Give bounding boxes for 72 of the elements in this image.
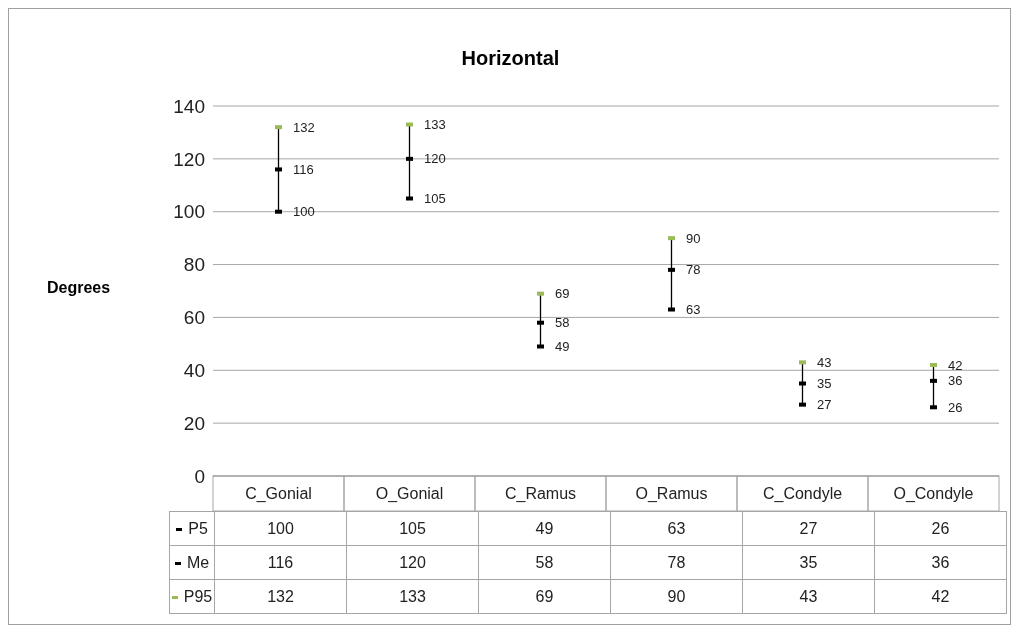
text: 69 xyxy=(555,286,570,302)
point xyxy=(275,125,282,130)
text: 35 xyxy=(817,376,832,392)
x-tick-label: O_Gonial xyxy=(375,485,444,503)
data-label: 35 xyxy=(742,545,875,580)
y-axis-title: Degrees xyxy=(47,279,111,297)
x-tick-label: C_Gonial xyxy=(245,485,312,503)
text: 27 xyxy=(817,397,832,413)
data-label: 26 xyxy=(874,511,1007,546)
point xyxy=(799,381,806,386)
text: 58 xyxy=(555,315,570,331)
data-label: 132 xyxy=(214,579,347,614)
text: 90 xyxy=(686,230,701,246)
data-label: 27 xyxy=(742,511,875,546)
data-label: 100 xyxy=(214,511,347,546)
data-label: 63 xyxy=(610,511,743,546)
text: 43 xyxy=(817,354,832,370)
text: 42 xyxy=(948,357,963,373)
data-label: 58 xyxy=(478,545,611,580)
data-label: 120 xyxy=(346,545,479,580)
data-label: 49 xyxy=(478,511,611,546)
point xyxy=(406,156,413,161)
data-label: 78 xyxy=(610,545,743,580)
text: 78 xyxy=(686,262,701,278)
point xyxy=(799,402,806,407)
data-label: 36 xyxy=(874,545,1007,580)
data-label: 116 xyxy=(214,545,347,580)
text: 132 xyxy=(293,119,315,135)
text: 105 xyxy=(424,191,446,207)
chart-title: Horizontal xyxy=(460,47,561,70)
point xyxy=(406,196,413,201)
y-tick-label: 20 xyxy=(183,412,205,434)
text: 116 xyxy=(293,162,314,178)
text: 49 xyxy=(555,339,570,355)
point xyxy=(537,291,544,296)
y-tick-label: 120 xyxy=(173,148,205,170)
data-label: 69 xyxy=(478,579,611,614)
text: 36 xyxy=(948,373,963,389)
text: 100 xyxy=(293,204,315,220)
y-tick-label: 60 xyxy=(183,307,205,329)
y-tick-label: 140 xyxy=(173,95,205,117)
text: 133 xyxy=(424,117,446,133)
legend-label: P95 xyxy=(169,579,215,614)
point xyxy=(275,167,282,172)
x-tick-label: O_Condyle xyxy=(893,485,974,503)
point xyxy=(668,307,675,312)
x-tick-label: C_Condyle xyxy=(762,485,843,503)
x-tick-label: C_Ramus xyxy=(504,485,577,503)
data-label: 133 xyxy=(346,579,479,614)
point xyxy=(406,122,413,127)
point xyxy=(275,209,282,214)
text: 63 xyxy=(686,302,701,318)
data-label: 42 xyxy=(874,579,1007,614)
data-label: 105 xyxy=(346,511,479,546)
point xyxy=(930,378,937,383)
text: 120 xyxy=(424,151,446,167)
point xyxy=(668,267,675,272)
point xyxy=(930,405,937,410)
y-tick-label: 40 xyxy=(183,360,205,382)
y-tick-label: 0 xyxy=(194,465,205,487)
data-label: 43 xyxy=(742,579,875,614)
y-tick-label: 100 xyxy=(173,201,205,223)
point xyxy=(537,344,544,349)
point xyxy=(537,320,544,325)
legend-label: Me xyxy=(169,545,215,580)
point xyxy=(799,360,806,365)
legend-label: P5 xyxy=(169,511,215,546)
data-label: 90 xyxy=(610,579,743,614)
x-tick-label: O_Ramus xyxy=(635,485,708,503)
point xyxy=(668,236,675,241)
text: 26 xyxy=(948,399,963,415)
y-tick-label: 80 xyxy=(183,254,205,276)
